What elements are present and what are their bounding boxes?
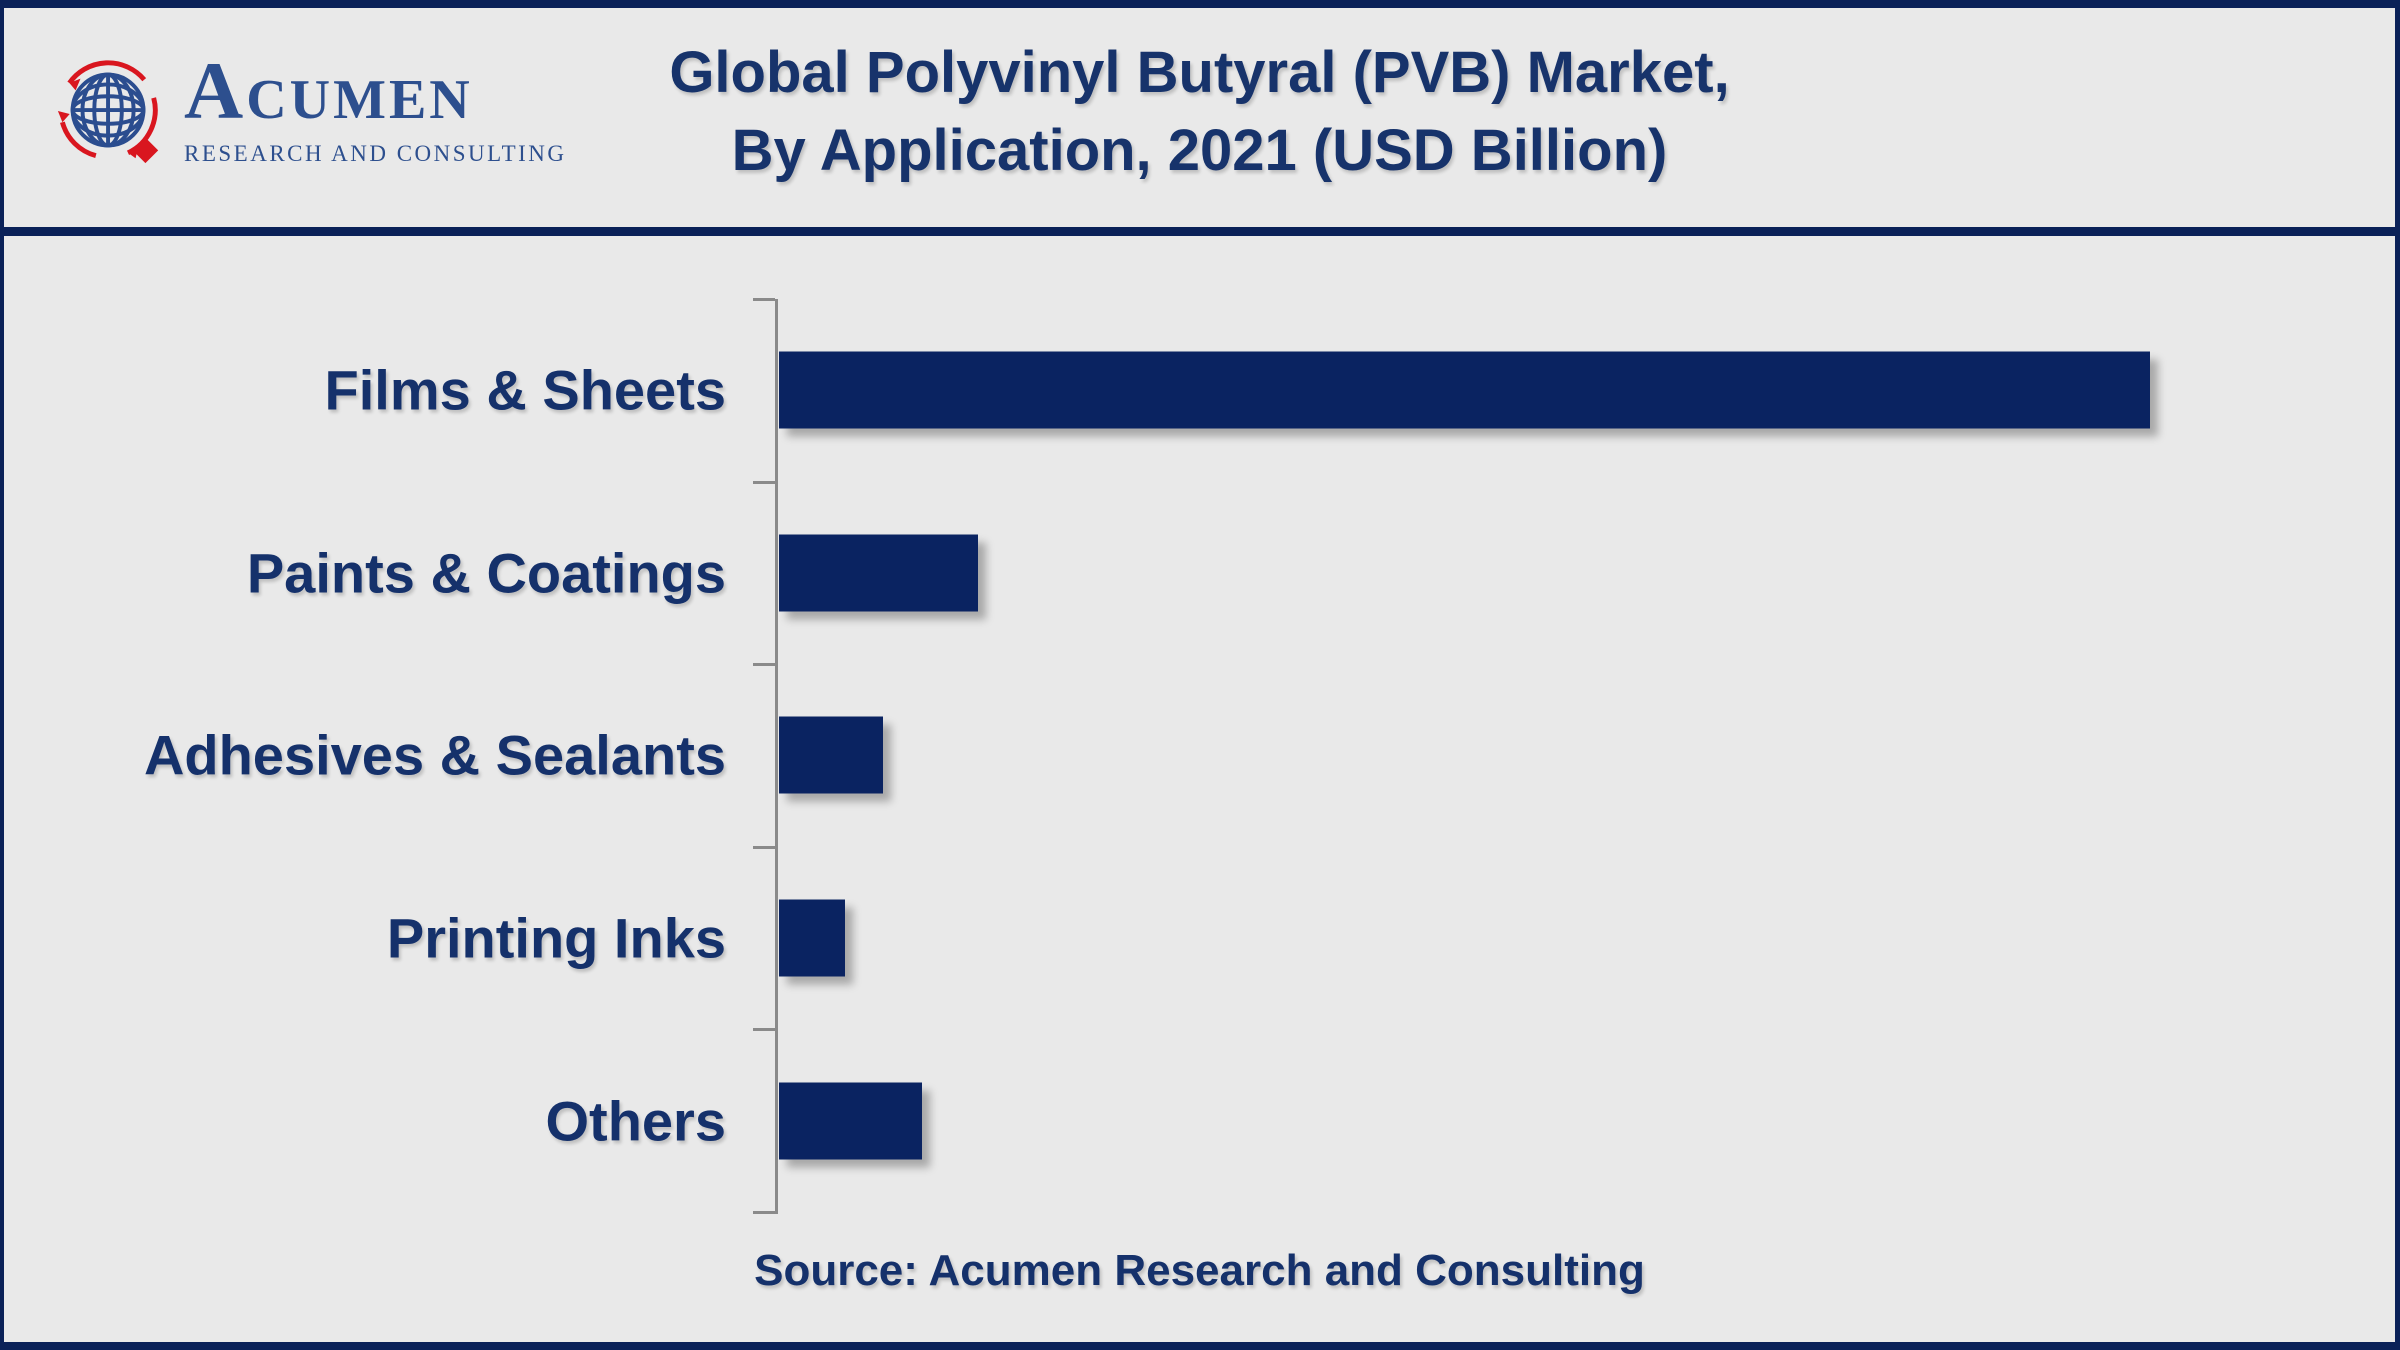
value-bar-films-sheets [779,351,2150,429]
category-label: Adhesives & Sealants [143,723,726,787]
axis-tick [753,481,775,484]
axis-tick [753,1211,775,1214]
category-label: Paints & Coatings [246,541,726,605]
value-bar-adhesives-sealants [779,716,883,794]
bar-row: Films & Sheets [4,299,2395,482]
header-divider [4,227,2395,236]
category-axis [775,299,778,1214]
category-label: Printing Inks [386,906,726,970]
acumen-logo: ACUMEN RESEARCH AND CONSULTING [52,48,567,181]
brand-tagline: RESEARCH AND CONSULTING [184,141,567,166]
title-line-2: By Application, 2021 (USD Billion) [731,118,1668,183]
axis-tick [753,663,775,666]
globe-icon [52,48,170,181]
header: ACUMEN RESEARCH AND CONSULTING Global Po… [4,8,2395,227]
chart-title: Global Polyvinyl Butyral (PVB) Market, B… [4,34,2395,190]
value-bar-printing-inks [779,899,845,977]
chart-canvas: ACUMEN RESEARCH AND CONSULTING Global Po… [4,8,2395,1342]
value-bar-paints-coatings [779,534,978,612]
category-label: Films & Sheets [324,358,726,422]
category-label: Others [545,1089,727,1153]
bar-row: Others [4,1029,2395,1212]
brand-wordmark: ACUMEN [184,45,473,136]
value-bar-others [779,1082,922,1160]
title-line-1: Global Polyvinyl Butyral (PVB) Market, [669,40,1730,105]
axis-tick [753,846,775,849]
logo-text: ACUMEN RESEARCH AND CONSULTING [184,48,567,167]
plot-rows: Films & Sheets Paints & Coatings Adhesives… [4,299,2395,1212]
bar-row: Printing Inks [4,847,2395,1030]
bar-row: Paints & Coatings [4,482,2395,665]
axis-tick [753,1028,775,1031]
axis-tick [753,298,775,301]
bar-row: Adhesives & Sealants [4,664,2395,847]
source-caption: Source: Acumen Research and Consulting [754,1246,1645,1295]
